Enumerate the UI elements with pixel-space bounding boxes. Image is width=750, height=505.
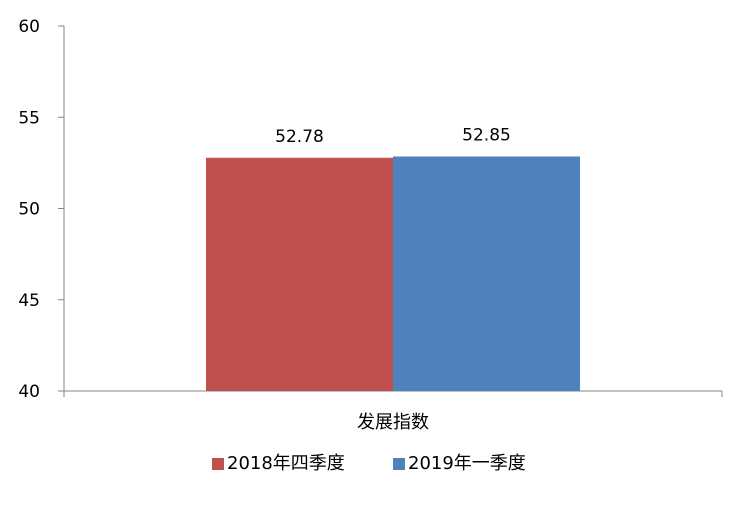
legend-swatch-series-1 xyxy=(393,458,405,470)
y-tick-label: 55 xyxy=(18,108,40,128)
x-category-label: 发展指数 xyxy=(357,412,429,433)
y-axis: 40 45 50 55 60 xyxy=(18,17,65,402)
legend: 2018年四季度 2019年一季度 xyxy=(212,453,526,474)
legend-label-series-0: 2018年四季度 xyxy=(227,453,345,474)
legend-label-series-1: 2019年一季度 xyxy=(408,453,526,474)
bar-series-1 xyxy=(393,156,580,391)
y-tick-label: 40 xyxy=(18,382,40,402)
data-label-series-1: 52.85 xyxy=(462,125,511,145)
bar-series-0 xyxy=(206,157,393,391)
y-tick-label: 60 xyxy=(18,17,40,37)
y-tick-label: 50 xyxy=(18,200,40,220)
bars xyxy=(206,156,580,391)
data-label-series-0: 52.78 xyxy=(275,127,324,147)
legend-swatch-series-0 xyxy=(212,458,224,470)
data-labels: 52.78 52.85 xyxy=(275,125,511,146)
x-axis: 发展指数 xyxy=(63,390,723,433)
y-tick-label: 45 xyxy=(18,291,40,311)
